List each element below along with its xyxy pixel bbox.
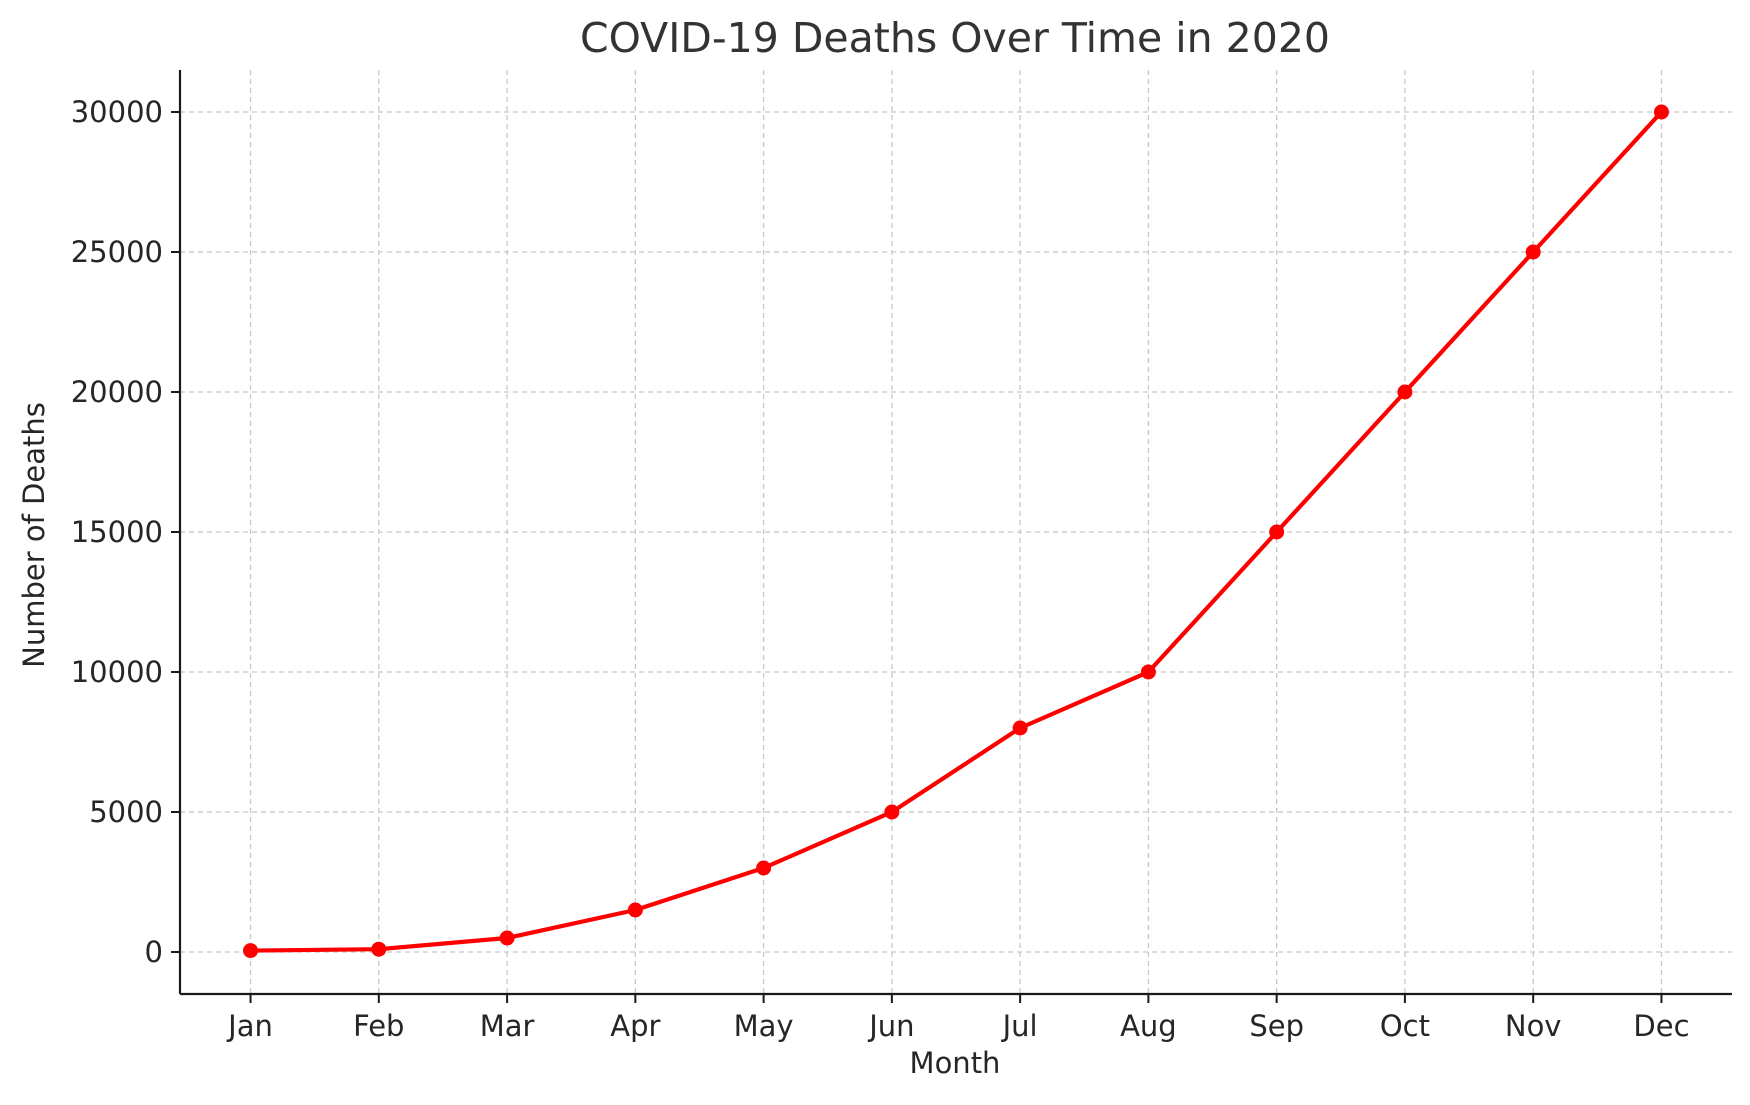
data-point bbox=[1140, 664, 1156, 680]
data-point bbox=[627, 902, 643, 918]
x-tick-label: Jul bbox=[1001, 1009, 1038, 1043]
data-point bbox=[1397, 384, 1413, 400]
data-point bbox=[499, 930, 515, 946]
data-point bbox=[1653, 104, 1669, 120]
data-point bbox=[1012, 720, 1028, 736]
y-tick-label: 5000 bbox=[89, 795, 163, 829]
x-tick-label: Jun bbox=[867, 1009, 914, 1043]
x-tick-label: Oct bbox=[1380, 1009, 1430, 1043]
chart-title: COVID-19 Deaths Over Time in 2020 bbox=[580, 14, 1330, 62]
x-tick-label: Mar bbox=[480, 1009, 535, 1043]
series-line bbox=[248, 109, 1664, 953]
x-tick-label: Nov bbox=[1505, 1009, 1562, 1043]
y-tick-label: 25000 bbox=[71, 235, 163, 269]
x-tick-label: Dec bbox=[1633, 1009, 1689, 1043]
y-axis-title: Number of Deaths bbox=[17, 402, 51, 668]
x-axis-title: Month bbox=[910, 1046, 1001, 1080]
x-tick-label: Jan bbox=[226, 1009, 273, 1043]
data-series bbox=[243, 104, 1669, 959]
grid-lines bbox=[180, 70, 1732, 994]
axis-labels: Jan Feb Mar Apr May Jun Jul Aug Sep Oct Nov Dec 0 500… bbox=[71, 95, 1690, 1043]
x-tick-label: Sep bbox=[1249, 1009, 1304, 1043]
y-tick-label: 20000 bbox=[71, 375, 163, 409]
data-point bbox=[1525, 244, 1541, 260]
data-point bbox=[884, 804, 900, 820]
x-tick-label: Feb bbox=[353, 1009, 404, 1043]
data-point bbox=[756, 860, 772, 876]
y-tick-label: 15000 bbox=[71, 515, 163, 549]
x-tick-label: May bbox=[734, 1009, 794, 1043]
x-tick-label: Apr bbox=[610, 1009, 660, 1043]
y-tick-label: 0 bbox=[145, 935, 163, 969]
axes bbox=[171, 70, 1732, 1003]
x-tick-label: Aug bbox=[1120, 1009, 1177, 1043]
y-tick-label: 30000 bbox=[71, 95, 163, 129]
y-tick-label: 10000 bbox=[71, 655, 163, 689]
data-point bbox=[371, 941, 387, 957]
data-point bbox=[1269, 524, 1285, 540]
data-point bbox=[243, 943, 259, 959]
